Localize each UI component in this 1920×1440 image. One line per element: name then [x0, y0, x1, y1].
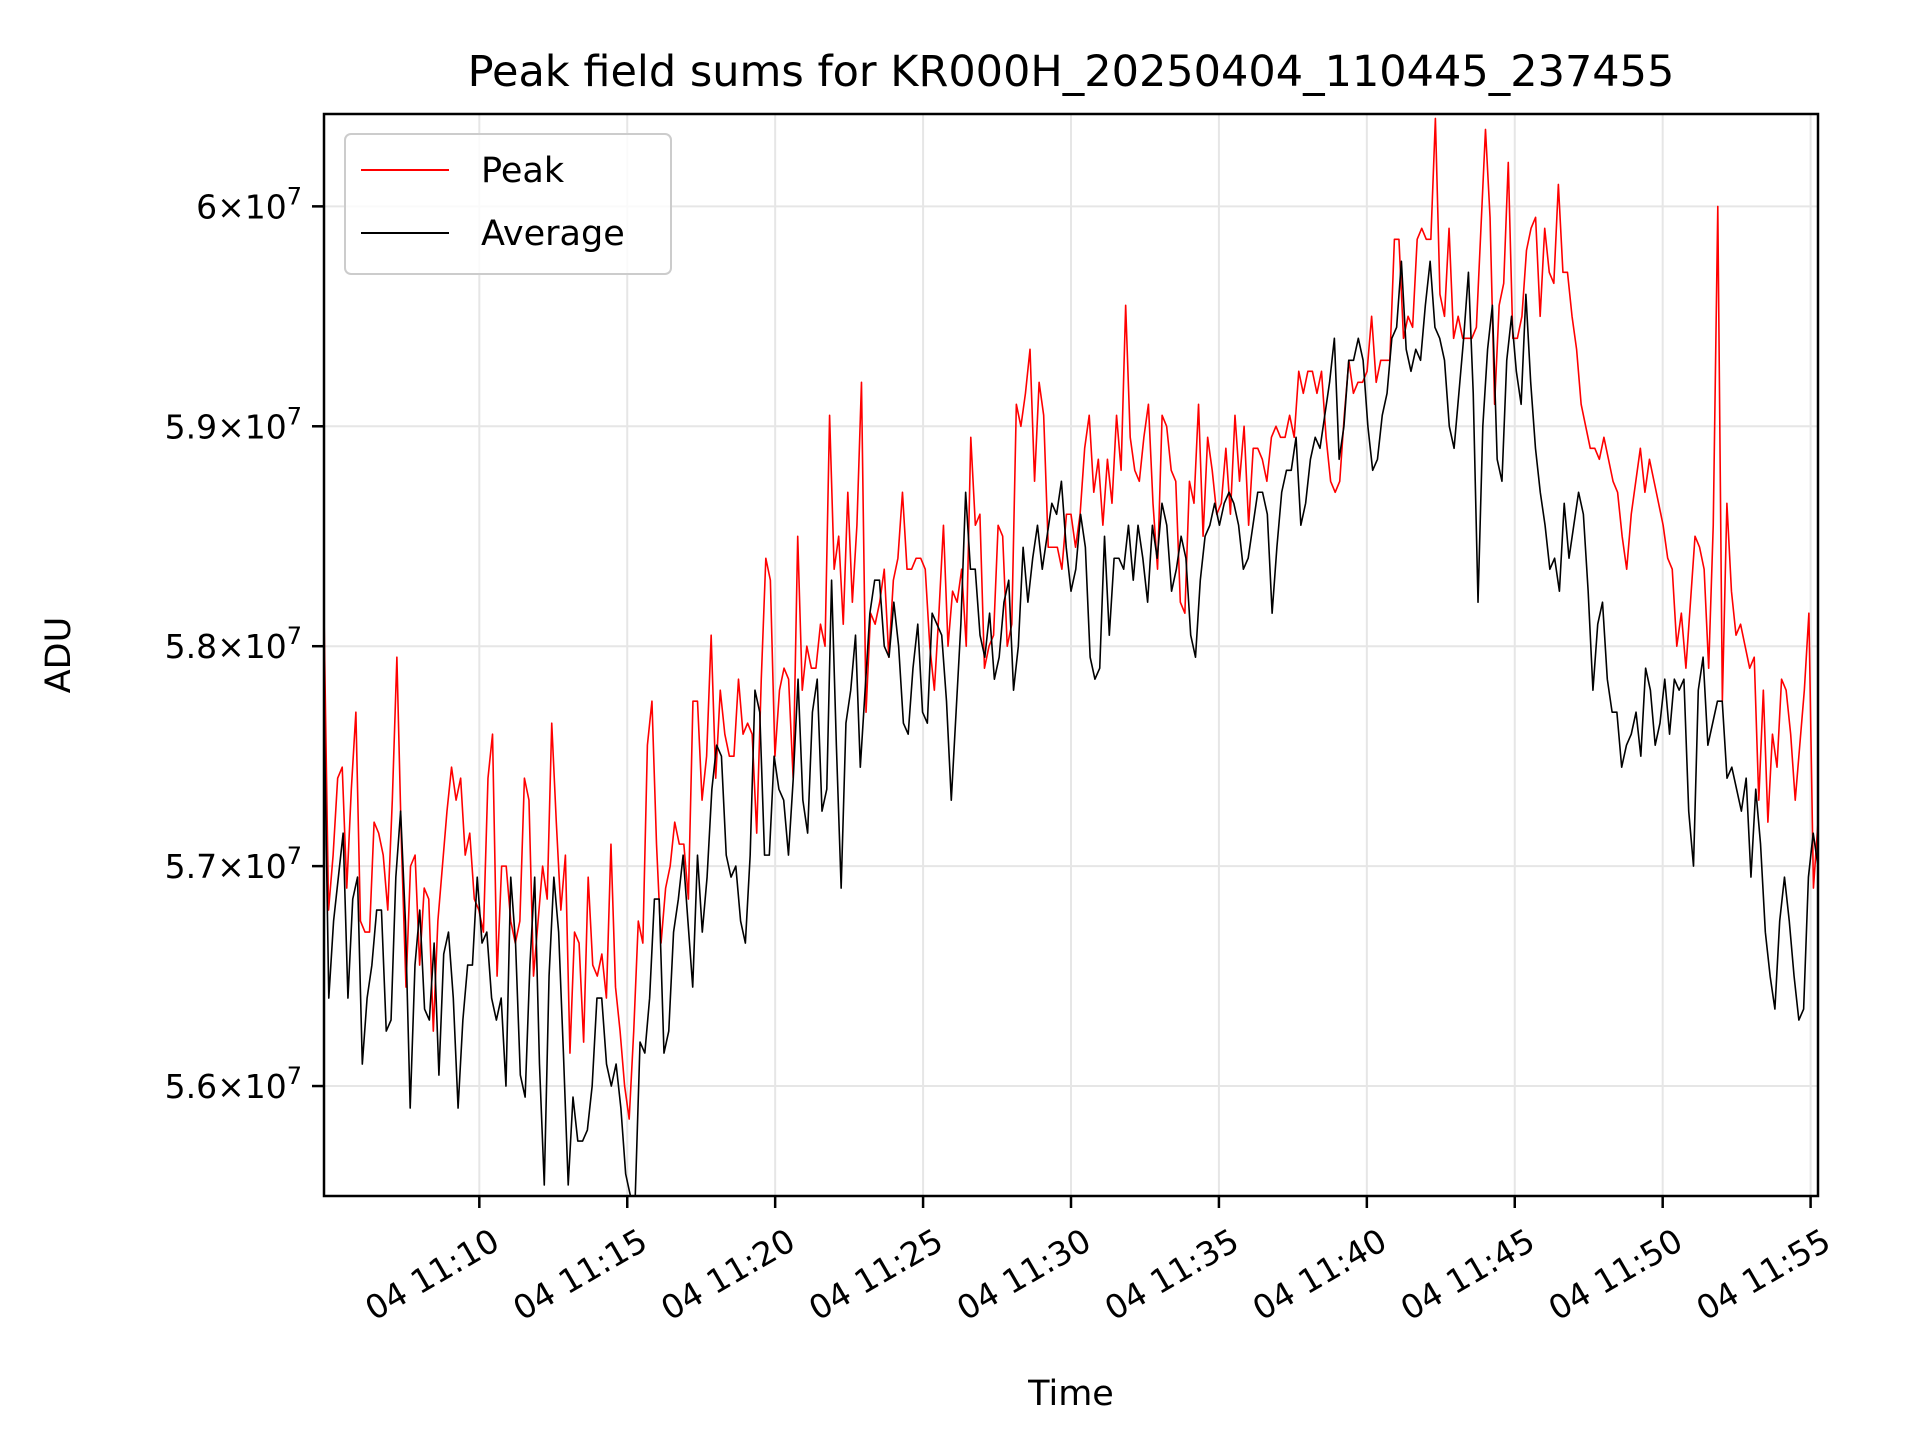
y-tick-label: 5.7×107	[165, 842, 302, 886]
y-tick-base: 10	[245, 407, 287, 446]
legend: Peak Average	[344, 133, 672, 275]
y-tick-times: ×	[217, 1067, 245, 1106]
y-tick-mantissa: 5.6	[165, 1067, 217, 1106]
y-tick-exponent: 7	[287, 622, 302, 650]
y-tick-exponent: 7	[287, 182, 302, 210]
y-tick-base: 10	[245, 627, 287, 666]
y-tick-base: 10	[245, 847, 287, 886]
y-tick-mantissa: 5.9	[165, 407, 217, 446]
legend-label-average: Average	[481, 214, 625, 254]
grid	[324, 114, 1818, 1196]
y-tick-exponent: 7	[287, 402, 302, 430]
y-tick-times: ×	[217, 847, 245, 886]
y-tick-label: 5.8×107	[165, 622, 302, 666]
chart-title: Peak field sums for KR000H_20250404_1104…	[468, 47, 1675, 97]
x-axis-label: Time	[1027, 1374, 1114, 1414]
series-line-peak	[324, 117, 1818, 1120]
series-line-average	[324, 260, 1818, 1196]
y-tick-times: ×	[217, 187, 245, 226]
series-layer	[324, 117, 1818, 1196]
y-tick-times: ×	[217, 627, 245, 666]
y-axis-label: ADU	[39, 617, 79, 694]
y-tick-mantissa: 5.8	[165, 627, 217, 666]
y-tick-label: 6×107	[196, 182, 302, 226]
y-tick-label: 5.6×107	[165, 1062, 302, 1106]
y-tick-base: 10	[245, 187, 287, 226]
y-tick-mantissa: 5.7	[165, 847, 217, 886]
y-tick-base: 10	[245, 1067, 287, 1106]
y-tick-times: ×	[217, 407, 245, 446]
y-tick-label: 5.9×107	[165, 402, 302, 446]
legend-label-peak: Peak	[481, 151, 565, 191]
y-tick-exponent: 7	[287, 842, 302, 870]
y-tick-mantissa: 6	[196, 187, 217, 226]
y-tick-exponent: 7	[287, 1062, 302, 1090]
